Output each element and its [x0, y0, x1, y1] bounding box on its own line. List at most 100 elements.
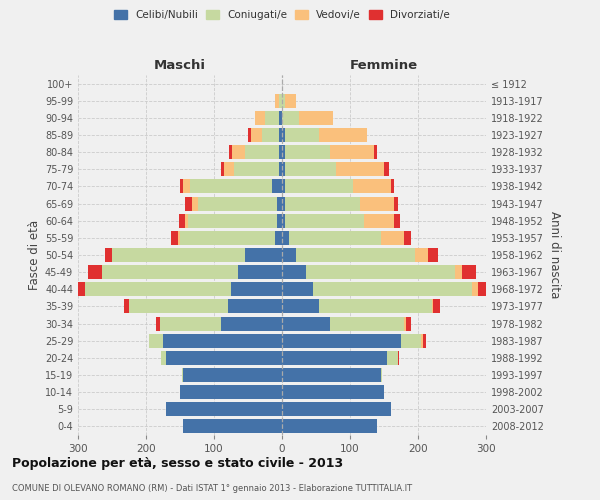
- Bar: [179, 214, 185, 228]
- Bar: [231, 282, 282, 296]
- Legend: Celibi/Nubili, Coniugati/e, Vedovi/e, Divorziati/e: Celibi/Nubili, Coniugati/e, Vedovi/e, Di…: [112, 8, 452, 22]
- Bar: [398, 351, 399, 365]
- Bar: [415, 248, 428, 262]
- Bar: [105, 248, 112, 262]
- Bar: [282, 180, 286, 194]
- Bar: [406, 316, 411, 330]
- Bar: [394, 214, 400, 228]
- Text: COMUNE DI OLEVANO ROMANO (RM) - Dati ISTAT 1° gennaio 2013 - Elaborazione TUTTIT: COMUNE DI OLEVANO ROMANO (RM) - Dati IST…: [12, 484, 412, 493]
- Bar: [163, 334, 282, 347]
- Bar: [282, 248, 296, 262]
- Bar: [286, 196, 360, 210]
- Bar: [380, 231, 404, 245]
- Bar: [227, 300, 282, 314]
- Bar: [401, 334, 421, 347]
- Bar: [380, 368, 382, 382]
- Bar: [221, 162, 224, 176]
- Bar: [232, 145, 245, 159]
- Bar: [182, 368, 184, 382]
- Bar: [185, 214, 188, 228]
- Bar: [188, 214, 277, 228]
- Bar: [161, 351, 166, 365]
- Bar: [248, 128, 251, 142]
- Bar: [277, 214, 282, 228]
- Bar: [278, 145, 282, 159]
- Bar: [286, 214, 364, 228]
- Bar: [251, 128, 262, 142]
- Bar: [364, 214, 394, 228]
- Bar: [156, 316, 160, 330]
- Bar: [282, 300, 319, 314]
- Bar: [184, 420, 282, 434]
- Y-axis label: Fasce di età: Fasce di età: [28, 220, 41, 290]
- Bar: [282, 265, 306, 279]
- Bar: [286, 94, 296, 108]
- Bar: [423, 334, 426, 347]
- Bar: [171, 231, 178, 245]
- Bar: [278, 162, 282, 176]
- Bar: [238, 265, 282, 279]
- Bar: [391, 180, 394, 194]
- Bar: [191, 196, 199, 210]
- Bar: [112, 248, 245, 262]
- Bar: [282, 128, 286, 142]
- Bar: [329, 316, 404, 330]
- Bar: [296, 248, 415, 262]
- Bar: [102, 265, 238, 279]
- Bar: [190, 180, 272, 194]
- Text: Popolazione per età, sesso e stato civile - 2013: Popolazione per età, sesso e stato civil…: [12, 458, 343, 470]
- Bar: [282, 316, 329, 330]
- Text: Maschi: Maschi: [154, 58, 206, 71]
- Bar: [278, 94, 282, 108]
- Bar: [472, 282, 478, 296]
- Bar: [275, 231, 282, 245]
- Bar: [374, 145, 377, 159]
- Bar: [282, 420, 377, 434]
- Bar: [229, 145, 232, 159]
- Bar: [245, 145, 278, 159]
- Bar: [160, 316, 221, 330]
- Bar: [282, 111, 299, 125]
- Bar: [478, 282, 488, 296]
- Bar: [224, 162, 235, 176]
- Bar: [462, 265, 476, 279]
- Bar: [282, 162, 286, 176]
- Bar: [329, 145, 374, 159]
- Bar: [272, 180, 282, 194]
- Bar: [282, 334, 401, 347]
- Bar: [166, 402, 282, 416]
- Bar: [313, 282, 472, 296]
- Bar: [282, 402, 391, 416]
- Bar: [455, 265, 462, 279]
- Bar: [431, 300, 433, 314]
- Bar: [282, 196, 286, 210]
- Text: Femmine: Femmine: [350, 58, 418, 71]
- Bar: [394, 196, 398, 210]
- Bar: [199, 196, 277, 210]
- Bar: [282, 214, 286, 228]
- Bar: [180, 385, 282, 399]
- Bar: [282, 94, 286, 108]
- Bar: [404, 231, 411, 245]
- Bar: [337, 162, 384, 176]
- Bar: [149, 334, 163, 347]
- Bar: [277, 196, 282, 210]
- Bar: [278, 111, 282, 125]
- Bar: [129, 300, 227, 314]
- Bar: [404, 316, 406, 330]
- Bar: [178, 231, 180, 245]
- Bar: [245, 248, 282, 262]
- Bar: [360, 196, 394, 210]
- Bar: [265, 111, 278, 125]
- Bar: [221, 316, 282, 330]
- Bar: [275, 94, 278, 108]
- Bar: [88, 265, 102, 279]
- Bar: [262, 128, 278, 142]
- Bar: [319, 128, 367, 142]
- Bar: [428, 248, 439, 262]
- Bar: [180, 180, 184, 194]
- Bar: [353, 180, 391, 194]
- Bar: [282, 145, 286, 159]
- Bar: [388, 351, 398, 365]
- Bar: [299, 111, 333, 125]
